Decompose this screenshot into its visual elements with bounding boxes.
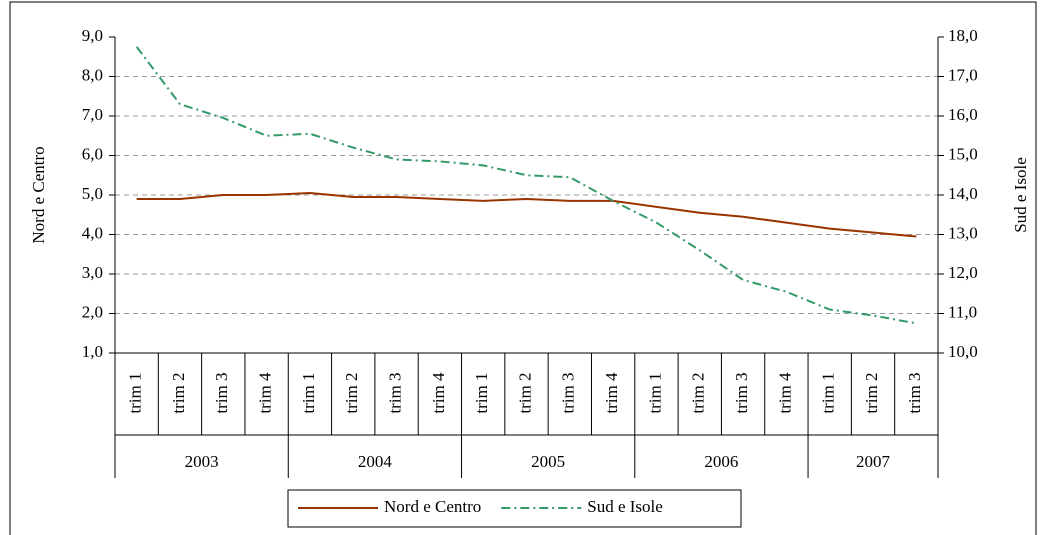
- x-tick-label: trim 2: [515, 372, 534, 413]
- y-tick-label: 9,0: [82, 26, 103, 45]
- x-tick-label: trim 3: [905, 372, 924, 413]
- y-axis-label: Nord e Centro: [29, 146, 48, 243]
- y2-tick-label: 11,0: [948, 302, 977, 321]
- chart-frame: [9, 1, 1037, 535]
- data-line: [135, 46, 917, 325]
- x-tick-label: trim 4: [429, 372, 448, 414]
- x-tick-label: trim 3: [732, 372, 751, 413]
- x-tick-label: trim 1: [126, 372, 145, 413]
- x-tick-label: trim 1: [472, 372, 491, 413]
- x-tick-label: trim 3: [559, 372, 578, 413]
- x-group-label: 2004: [358, 452, 393, 471]
- y2-tick-label: 17,0: [948, 65, 978, 84]
- legend-label: Sud e Isole: [587, 497, 663, 516]
- x-tick-label: trim 3: [212, 372, 231, 413]
- x-tick-label: trim 3: [385, 372, 404, 413]
- x-group-label: 2006: [704, 452, 738, 471]
- x-group-label: 2003: [185, 452, 219, 471]
- x-tick-label: trim 2: [862, 372, 881, 413]
- x-group-label: 2007: [856, 452, 891, 471]
- y2-tick-label: 14,0: [948, 184, 978, 203]
- legend-label: Nord e Centro: [384, 497, 481, 516]
- y2-tick-label: 15,0: [948, 144, 978, 163]
- y-tick-label: 1,0: [82, 342, 103, 361]
- x-tick-label: trim 1: [645, 372, 664, 413]
- x-tick-label: trim 4: [602, 372, 621, 414]
- y2-tick-label: 12,0: [948, 263, 978, 282]
- y2-tick-label: 13,0: [948, 223, 978, 242]
- y2-tick-label: 16,0: [948, 105, 978, 124]
- x-tick-label: trim 2: [342, 372, 361, 413]
- x-tick-label: trim 4: [256, 372, 275, 414]
- y-tick-label: 7,0: [82, 105, 103, 124]
- y-tick-label: 2,0: [82, 302, 103, 321]
- x-tick-label: trim 2: [689, 372, 708, 413]
- y-tick-label: 8,0: [82, 65, 103, 84]
- y-tick-label: 4,0: [82, 223, 103, 242]
- x-tick-label: trim 1: [299, 372, 318, 413]
- y2-axis-label: Sud e Isole: [1011, 157, 1030, 233]
- y-tick-label: 5,0: [82, 184, 103, 203]
- y2-tick-label: 10,0: [948, 342, 978, 361]
- x-tick-label: trim 4: [775, 372, 794, 414]
- y2-tick-label: 18,0: [948, 26, 978, 45]
- y-tick-label: 6,0: [82, 144, 103, 163]
- x-group-label: 2005: [531, 452, 565, 471]
- data-line: [136, 192, 917, 238]
- y-tick-label: 3,0: [82, 263, 103, 282]
- x-tick-label: trim 1: [819, 372, 838, 413]
- x-tick-label: trim 2: [169, 372, 188, 413]
